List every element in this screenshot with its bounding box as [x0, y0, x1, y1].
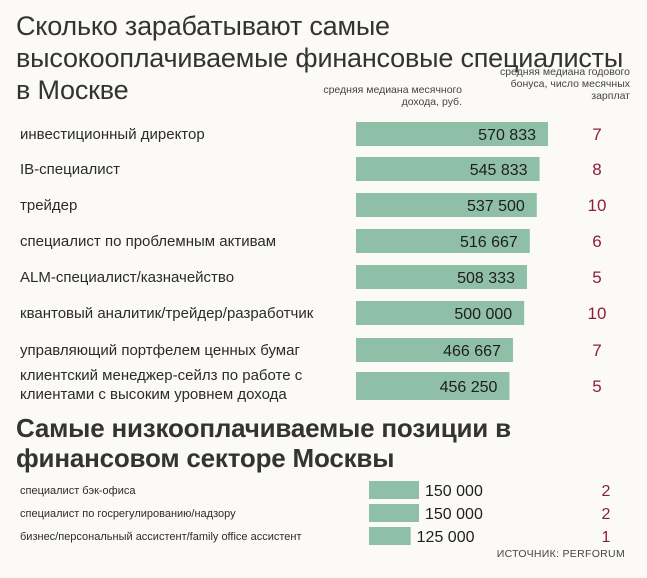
- bonus-label: 6: [592, 232, 601, 251]
- income-column-header: средняя медиана месячного дохода, руб.: [323, 84, 462, 108]
- category-label: трейдер: [20, 197, 77, 214]
- bar: [356, 301, 525, 325]
- bonus-label: 5: [592, 377, 601, 396]
- chart-title: Сколько зарабатывают самые высокооплачив…: [16, 11, 624, 105]
- bar-value-label: 508 333: [457, 270, 515, 287]
- category-label: специалист по проблемным активам: [20, 233, 276, 250]
- low-bar: [369, 481, 419, 499]
- bar-value-label: 456 250: [440, 379, 498, 396]
- bonus-label: 7: [592, 125, 601, 144]
- low-category-label: бизнес/персональный ассистент/family off…: [20, 531, 302, 543]
- bar: [356, 338, 513, 362]
- bar: [356, 122, 548, 146]
- bar: [356, 229, 530, 253]
- low-category-label: специалист по госрегулированию/надзору: [20, 508, 236, 520]
- source-note: ИСТОЧНИК: PERFORUM: [496, 548, 625, 560]
- low-bar-value-label: 150 000: [425, 483, 483, 500]
- bonus-label: 7: [592, 341, 601, 360]
- bar: [356, 372, 510, 400]
- bar-value-label: 516 667: [460, 234, 518, 251]
- bonus-label: 5: [592, 268, 601, 287]
- category-label: клиентский менеджер-сейлз по работе с кли…: [20, 367, 303, 403]
- low-bar-value-label: 150 000: [425, 506, 483, 523]
- bonus-label: 8: [592, 160, 601, 179]
- lowest-paid-title: Самые низкооплачиваемые позиции в финанс…: [16, 413, 511, 473]
- low-bar-value-label: 125 000: [417, 529, 475, 546]
- category-label: квантовый аналитик/трейдер/разработчик: [20, 305, 314, 322]
- low-category-label: специалист бэк-офиса: [20, 485, 136, 497]
- bonus-label: 10: [588, 304, 607, 323]
- low-bar: [369, 527, 411, 545]
- low-bonus-label: 2: [602, 506, 611, 523]
- bonus-label: 10: [588, 196, 607, 215]
- category-label: ALM-специалист/казначейство: [20, 269, 234, 286]
- bar: [356, 157, 540, 181]
- bar-value-label: 500 000: [454, 306, 512, 323]
- category-label: инвестиционный директор: [20, 126, 205, 143]
- bar-value-label: 545 833: [470, 162, 528, 179]
- low-bonus-label: 2: [602, 483, 611, 500]
- category-label: IB-специалист: [20, 161, 120, 178]
- bar-value-label: 466 667: [443, 343, 501, 360]
- bar: [356, 193, 537, 217]
- low-bonus-label: 1: [602, 529, 611, 546]
- bar-value-label: 537 500: [467, 198, 525, 215]
- bar-value-label: 570 833: [478, 127, 536, 144]
- low-bar: [369, 504, 419, 522]
- bar: [356, 265, 527, 289]
- category-label: управляющий портфелем ценных бумаг: [20, 342, 300, 359]
- bonus-column-header: средняя медиана годового бонуса, число м…: [499, 66, 630, 102]
